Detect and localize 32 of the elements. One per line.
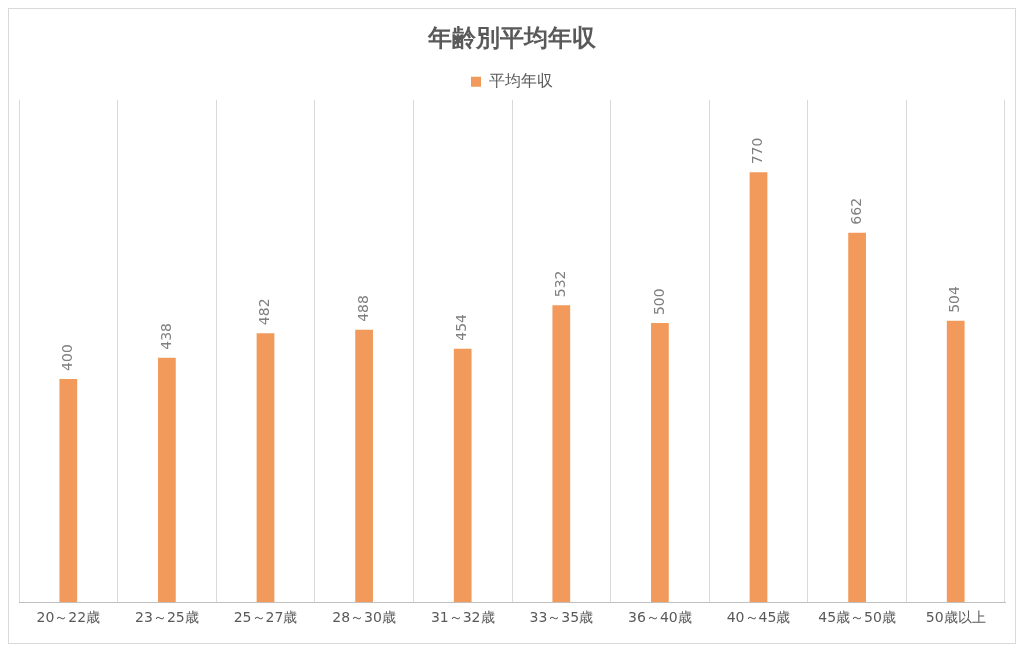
- bar: [453, 348, 472, 603]
- bar: [355, 329, 373, 603]
- x-tick-label: 23～25歳: [135, 609, 199, 626]
- x-tick-label: 25～27歳: [233, 609, 298, 626]
- data-label: 400: [58, 344, 75, 371]
- x-tick-label: 31～32歳: [430, 609, 495, 626]
- legend-label: 平均年収: [489, 70, 553, 90]
- x-tick-label: 40～45歳: [726, 609, 791, 626]
- data-label: 438: [157, 322, 174, 350]
- data-label: 454: [453, 313, 470, 341]
- chart-title: 年齢別平均年収: [427, 23, 597, 52]
- data-label: 662: [847, 197, 864, 225]
- data-label: 770: [749, 137, 766, 165]
- bar: [651, 323, 669, 603]
- x-tick-label: 20～22歳: [36, 609, 101, 626]
- data-label: 488: [354, 295, 371, 322]
- bar: [256, 333, 275, 603]
- data-label: 482: [256, 298, 273, 326]
- data-label: 500: [650, 288, 667, 316]
- x-tick-label: 33～35歳: [529, 609, 594, 626]
- bar: [59, 378, 78, 603]
- bar: [848, 232, 866, 603]
- data-label: 504: [946, 286, 963, 313]
- bar: [749, 172, 768, 603]
- bar: [552, 305, 571, 603]
- bar: [158, 357, 176, 603]
- bar: [946, 320, 965, 603]
- x-tick-label: 50歳以上: [925, 609, 986, 626]
- x-tick-label: 28～30歳: [332, 609, 396, 626]
- data-label: 532: [551, 270, 568, 298]
- x-tick-label: 36～40歳: [628, 609, 692, 626]
- x-tick-label: 45歳～50歳: [818, 609, 896, 626]
